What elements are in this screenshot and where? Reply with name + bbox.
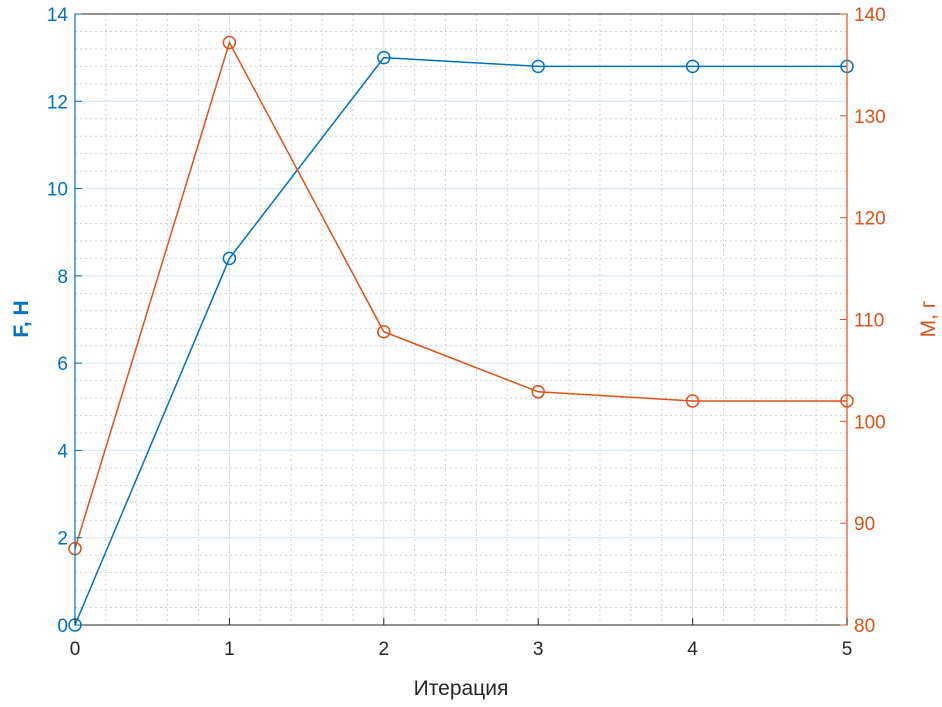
right-axis: 80 90 100 110 120 130 140 xyxy=(840,5,886,637)
left-axis-tick-label: 12 xyxy=(47,92,68,113)
left-axis-tick-label: 8 xyxy=(57,267,68,288)
left-series-line xyxy=(74,56,847,626)
left-series-point xyxy=(531,59,545,74)
right-series-point xyxy=(685,394,700,408)
right-series-point xyxy=(531,385,545,399)
left-axis-tick-label: 14 xyxy=(47,5,69,26)
x-axis: 0 1 2 3 4 5 xyxy=(70,618,853,660)
right-series-line xyxy=(74,40,847,549)
left-axis-tick-label: 2 xyxy=(57,529,68,550)
x-axis-tick-label: 3 xyxy=(533,639,544,660)
left-axis-tick-label: 10 xyxy=(47,180,68,201)
x-axis-tick-label: 5 xyxy=(842,639,853,660)
right-axis-tick-label: 80 xyxy=(854,616,875,637)
x-axis-tick-label: 0 xyxy=(70,639,81,660)
plot-background xyxy=(75,14,847,625)
x-axis-tick-label: 1 xyxy=(224,639,235,660)
x-axis-tick-label: 4 xyxy=(687,639,698,660)
left-axis-tick-label: 4 xyxy=(57,441,68,462)
left-axis-tick-label: 0 xyxy=(57,616,68,637)
left-axis: 0 2 4 6 8 10 12 14 xyxy=(47,5,82,637)
left-series-point xyxy=(377,50,391,65)
right-axis-tick-label: 120 xyxy=(854,209,886,230)
minor-grid xyxy=(75,14,847,625)
right-axis-tick-label: 110 xyxy=(854,311,884,332)
right-axis-title: M, г xyxy=(917,300,940,337)
x-axis-tick-label: 2 xyxy=(379,639,390,660)
right-axis-tick-label: 130 xyxy=(854,107,886,128)
x-axis-title: Итерация xyxy=(414,677,509,700)
left-series-point xyxy=(685,59,700,74)
right-series-point xyxy=(222,35,237,50)
left-axis-title: F, H xyxy=(10,300,33,337)
series-layer xyxy=(68,35,854,632)
left-series-point xyxy=(222,251,237,266)
right-axis-tick-label: 100 xyxy=(854,412,886,433)
left-axis-tick-label: 6 xyxy=(57,354,68,375)
right-series-point xyxy=(377,324,391,339)
right-axis-tick-label: 140 xyxy=(854,5,886,26)
right-axis-tick-label: 90 xyxy=(854,514,875,535)
